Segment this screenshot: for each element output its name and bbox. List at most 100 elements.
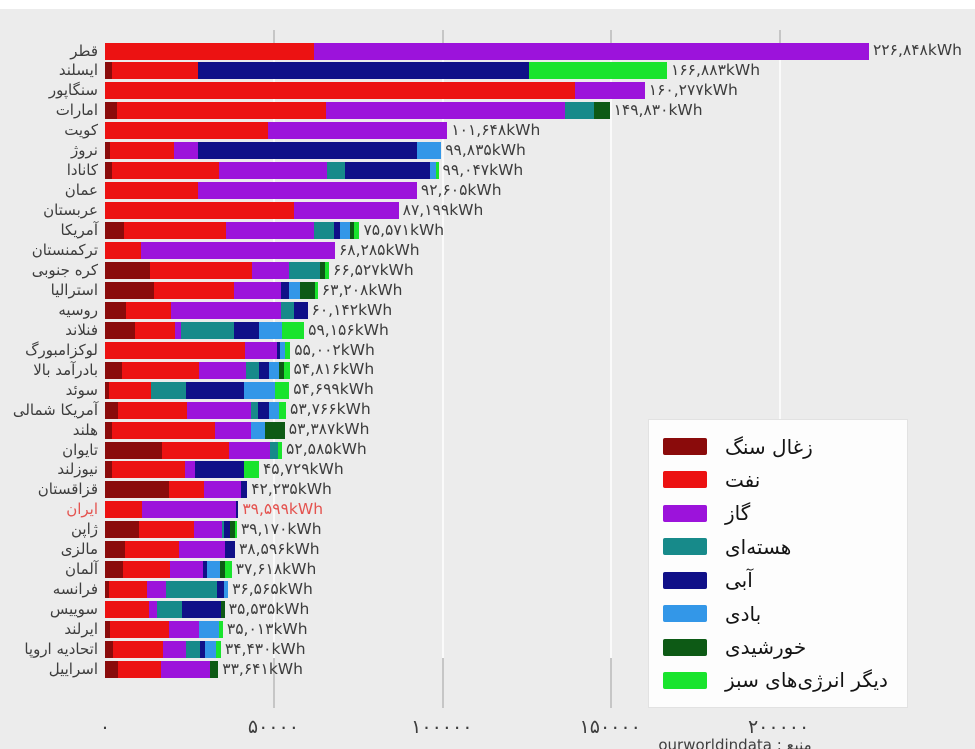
segment-hydro[interactable] bbox=[344, 162, 430, 180]
segment-nuclear[interactable] bbox=[186, 641, 201, 658]
segment-other_green[interactable] bbox=[353, 222, 360, 240]
segment-wind[interactable] bbox=[244, 381, 276, 399]
segment-coal[interactable] bbox=[105, 461, 113, 479]
segment-wind[interactable] bbox=[206, 561, 220, 579]
stacked-bar[interactable] bbox=[105, 82, 645, 100]
segment-other_green[interactable] bbox=[324, 261, 330, 279]
segment-oil[interactable] bbox=[118, 660, 162, 678]
segment-coal[interactable] bbox=[105, 541, 126, 559]
segment-coal[interactable] bbox=[105, 361, 122, 379]
stacked-bar[interactable] bbox=[105, 521, 237, 539]
segment-hydro[interactable] bbox=[236, 501, 239, 519]
segment-oil[interactable] bbox=[111, 62, 198, 80]
segment-oil[interactable] bbox=[105, 182, 198, 200]
segment-wind[interactable] bbox=[429, 162, 437, 180]
segment-coal[interactable] bbox=[105, 521, 139, 539]
segment-coal[interactable] bbox=[105, 62, 112, 80]
segment-coal[interactable] bbox=[105, 561, 123, 579]
segment-solar[interactable] bbox=[320, 261, 325, 279]
segment-nuclear[interactable] bbox=[166, 581, 217, 599]
segment-nuclear[interactable] bbox=[313, 222, 334, 240]
segment-nuclear[interactable] bbox=[269, 441, 278, 459]
segment-gas[interactable] bbox=[163, 641, 187, 658]
segment-wind[interactable] bbox=[269, 401, 280, 419]
segment-gas[interactable] bbox=[142, 501, 237, 519]
segment-gas[interactable] bbox=[234, 281, 282, 299]
stacked-bar[interactable] bbox=[105, 561, 232, 579]
segment-oil[interactable] bbox=[105, 82, 575, 100]
segment-oil[interactable] bbox=[154, 281, 235, 299]
segment-gas[interactable] bbox=[179, 541, 225, 559]
stacked-bar[interactable] bbox=[105, 641, 221, 658]
segment-wind[interactable] bbox=[269, 361, 280, 379]
segment-hydro[interactable] bbox=[216, 581, 225, 599]
segment-gas[interactable] bbox=[325, 102, 565, 120]
segment-other_green[interactable] bbox=[529, 62, 668, 80]
segment-other_green[interactable] bbox=[216, 641, 221, 658]
legend-item-wind[interactable]: بادی bbox=[663, 597, 893, 630]
segment-hydro[interactable] bbox=[197, 62, 530, 80]
segment-other_green[interactable] bbox=[275, 381, 290, 399]
stacked-bar[interactable] bbox=[105, 122, 448, 140]
segment-gas[interactable] bbox=[187, 401, 252, 419]
stacked-bar[interactable] bbox=[105, 481, 248, 499]
segment-oil[interactable] bbox=[109, 581, 148, 599]
stacked-bar[interactable] bbox=[105, 321, 305, 339]
segment-oil[interactable] bbox=[118, 401, 188, 419]
segment-nuclear[interactable] bbox=[157, 601, 183, 619]
stacked-bar[interactable] bbox=[105, 301, 308, 319]
segment-gas[interactable] bbox=[194, 521, 222, 539]
segment-nuclear[interactable] bbox=[289, 261, 321, 279]
segment-wind[interactable] bbox=[205, 641, 217, 658]
segment-gas[interactable] bbox=[294, 202, 399, 220]
segment-oil[interactable] bbox=[150, 261, 253, 279]
segment-solar[interactable] bbox=[265, 421, 285, 439]
segment-gas[interactable] bbox=[215, 421, 252, 439]
segment-oil[interactable] bbox=[161, 441, 229, 459]
segment-wind[interactable] bbox=[288, 281, 300, 299]
segment-gas[interactable] bbox=[313, 42, 869, 60]
segment-gas[interactable] bbox=[161, 660, 211, 678]
segment-gas[interactable] bbox=[148, 601, 158, 619]
stacked-bar[interactable] bbox=[105, 621, 223, 639]
legend-item-other_green[interactable]: دیگر انرژی‌های سبز bbox=[663, 664, 893, 697]
stacked-bar[interactable] bbox=[105, 461, 259, 479]
segment-solar[interactable] bbox=[349, 222, 354, 240]
stacked-bar[interactable] bbox=[105, 62, 668, 80]
legend-item-oil[interactable]: نفت bbox=[663, 463, 893, 496]
stacked-bar[interactable] bbox=[105, 142, 442, 160]
segment-oil[interactable] bbox=[110, 621, 169, 639]
segment-coal[interactable] bbox=[105, 621, 111, 639]
segment-solar[interactable] bbox=[299, 281, 315, 299]
segment-hydro[interactable] bbox=[276, 341, 281, 359]
segment-coal[interactable] bbox=[105, 441, 162, 459]
segment-other_green[interactable] bbox=[279, 401, 287, 419]
segment-gas[interactable] bbox=[252, 261, 290, 279]
segment-oil[interactable] bbox=[111, 162, 219, 180]
segment-gas[interactable] bbox=[174, 142, 198, 160]
segment-coal[interactable] bbox=[105, 401, 119, 419]
stacked-bar[interactable] bbox=[105, 421, 285, 439]
segment-gas[interactable] bbox=[574, 82, 645, 100]
stacked-bar[interactable] bbox=[105, 541, 235, 559]
segment-wind[interactable] bbox=[259, 321, 283, 339]
segment-nuclear[interactable] bbox=[246, 361, 260, 379]
stacked-bar[interactable] bbox=[105, 182, 417, 200]
stacked-bar[interactable] bbox=[105, 441, 283, 459]
stacked-bar[interactable] bbox=[105, 501, 239, 519]
segment-gas[interactable] bbox=[168, 621, 200, 639]
segment-hydro[interactable] bbox=[197, 142, 417, 160]
segment-solar[interactable] bbox=[221, 601, 225, 619]
segment-oil[interactable] bbox=[122, 561, 170, 579]
segment-solar[interactable] bbox=[279, 361, 285, 379]
segment-nuclear[interactable] bbox=[281, 301, 295, 319]
segment-coal[interactable] bbox=[105, 162, 112, 180]
stacked-bar[interactable] bbox=[105, 381, 290, 399]
segment-coal[interactable] bbox=[105, 301, 126, 319]
segment-oil[interactable] bbox=[123, 222, 226, 240]
segment-coal[interactable] bbox=[105, 102, 117, 120]
segment-hydro[interactable] bbox=[258, 401, 270, 419]
segment-other_green[interactable] bbox=[282, 321, 305, 339]
segment-hydro[interactable] bbox=[186, 381, 245, 399]
segment-wind[interactable] bbox=[199, 621, 220, 639]
